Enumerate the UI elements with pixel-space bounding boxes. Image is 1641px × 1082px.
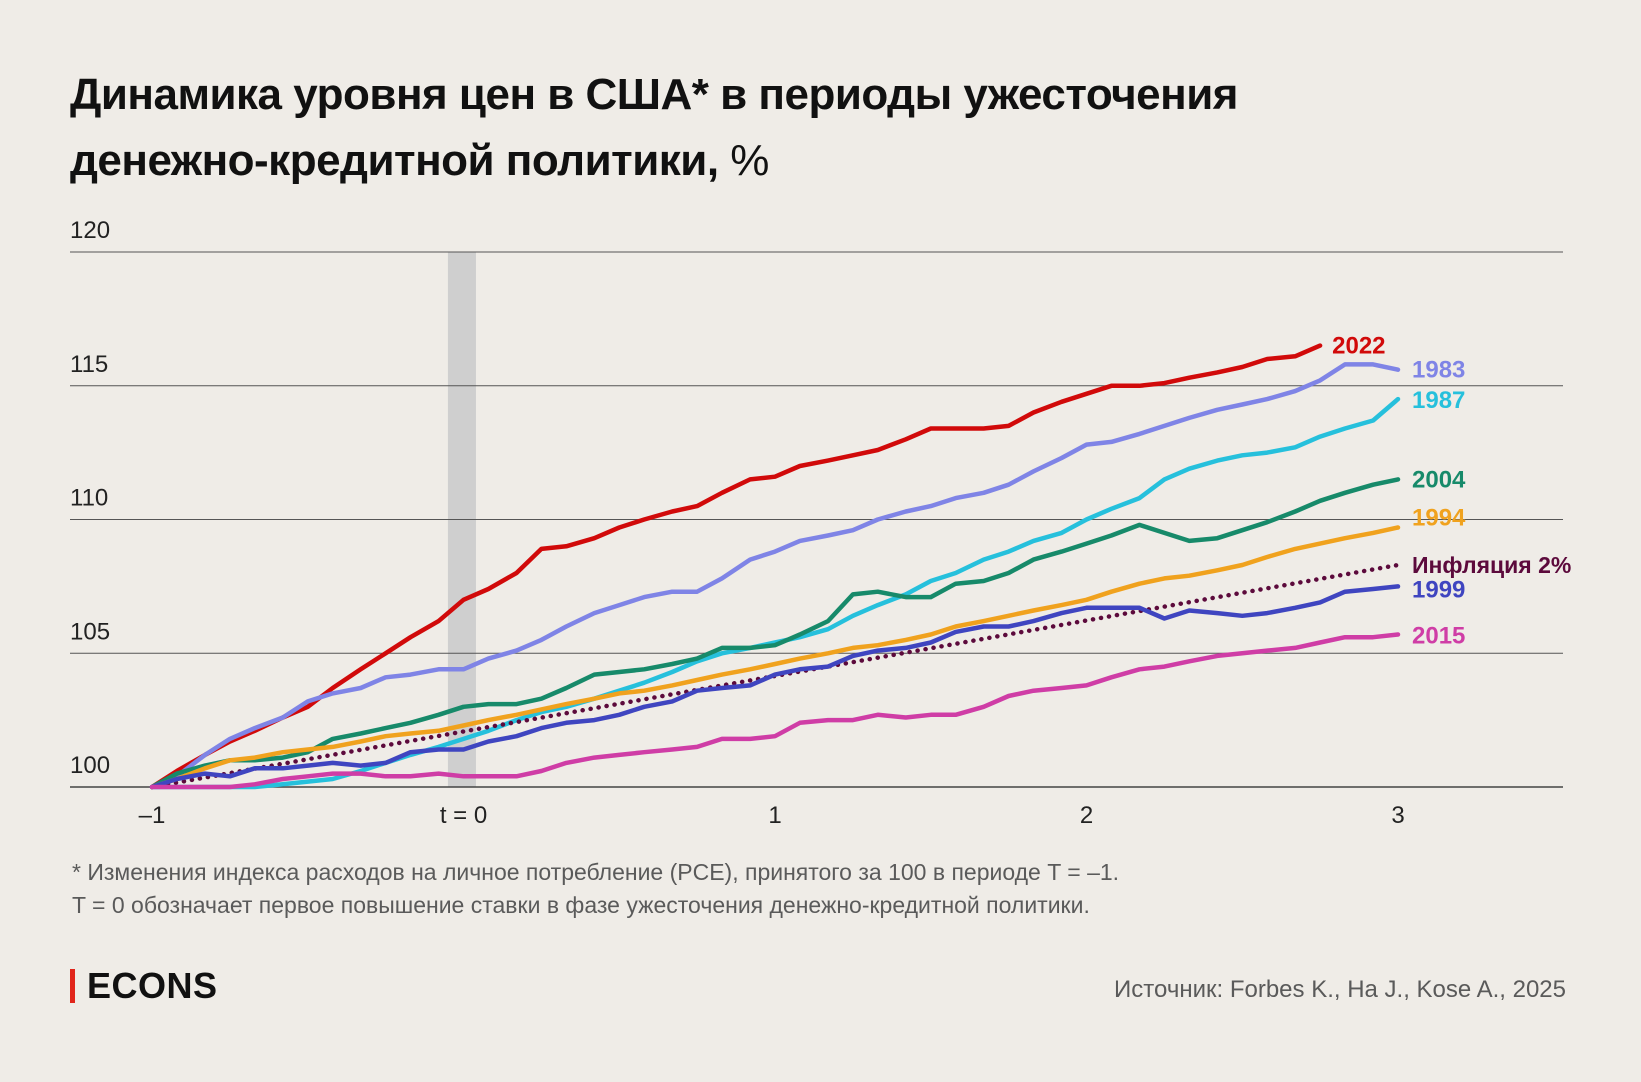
footnote-line-1: * Изменения индекса расходов на личное п… <box>72 859 1120 885</box>
series-label-2022: 2022 <box>1332 333 1385 360</box>
x-tick-label-2: 2 <box>1080 802 1093 829</box>
series-label-2004: 2004 <box>1412 466 1466 493</box>
series-line-1999 <box>149 584 1401 790</box>
y-tick-label-105: 105 <box>70 618 110 645</box>
series-line-2004 <box>149 477 1401 790</box>
brand-name: ECONS <box>87 965 218 1006</box>
title-unit: % <box>730 136 769 185</box>
series-line-2015 <box>149 632 1401 790</box>
x-tick-label-1: –1 <box>139 802 166 829</box>
brand-accent-bar <box>70 969 75 1003</box>
footnote: * Изменения индекса расходов на личное п… <box>72 856 1119 922</box>
y-tick-label-110: 110 <box>70 485 108 512</box>
x-tick-label-1: 1 <box>768 802 781 829</box>
series-label-1983: 1983 <box>1412 357 1465 384</box>
line-chart: 100 105 110 115 120 –1 t = 0 1 2 3 2022 1983 1987 2… <box>70 217 1571 829</box>
series-label-1994: 1994 <box>1412 505 1466 532</box>
title-line-2: денежно-кредитной политики, <box>70 136 719 185</box>
series-line-1994 <box>149 525 1401 790</box>
series-line-1987 <box>149 396 1401 790</box>
series-line-1983 <box>149 362 1401 790</box>
x-tick-label-3: 3 <box>1391 802 1404 829</box>
x-tick-label-0: t = 0 <box>440 802 487 829</box>
footnote-line-2: T = 0 обозначает первое повышение ставки… <box>72 892 1090 918</box>
title-line-1: Динамика уровня цен в США* в периоды уже… <box>70 70 1238 119</box>
y-tick-label-115: 115 <box>70 351 108 378</box>
series-label-инфляция-2: Инфляция 2% <box>1412 552 1571 578</box>
y-tick-label-100: 100 <box>70 752 110 779</box>
brand-logo: ECONS <box>70 965 218 1006</box>
y-tick-label-120: 120 <box>70 217 110 244</box>
series-label-1999: 1999 <box>1412 576 1465 603</box>
series-line-2022 <box>149 343 1323 790</box>
source-note: Источник: Forbes K., Ha J., Kose A., 202… <box>1114 976 1566 1003</box>
series-label-2015: 2015 <box>1412 623 1465 650</box>
series-label-1987: 1987 <box>1412 387 1465 414</box>
chart-title: Динамика уровня цен в США* в периоды уже… <box>70 62 1520 194</box>
